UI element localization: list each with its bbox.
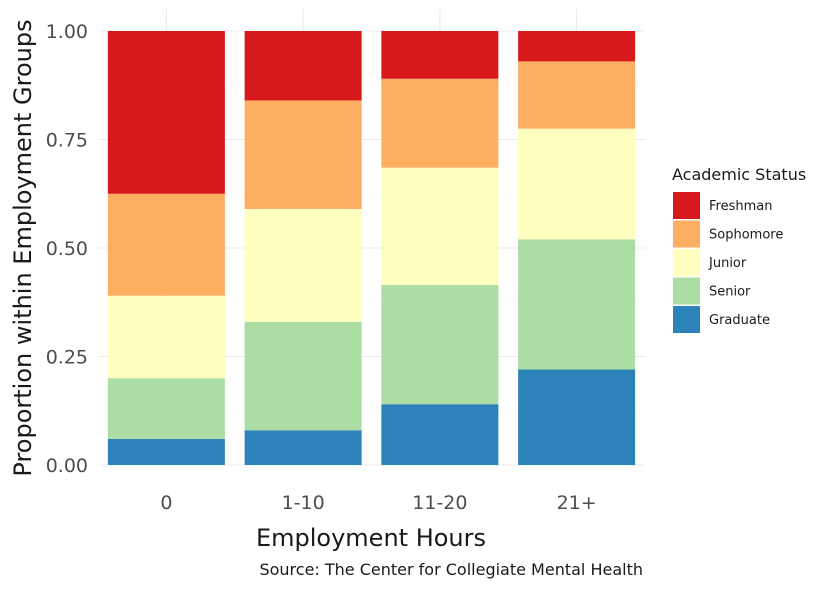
bar-junior-1-10 [244, 208, 362, 322]
bar-sophomore-11-20 [381, 78, 499, 168]
bar-junior-21+ [518, 128, 636, 240]
legend-swatch-graduate [673, 306, 700, 333]
bar-senior-0 [107, 378, 225, 439]
bar-senior-21+ [518, 239, 636, 370]
bar-graduate-11-20 [381, 404, 499, 465]
bar-freshman-0 [107, 31, 225, 194]
caption: Source: The Center for Collegiate Mental… [259, 560, 643, 579]
bar-junior-11-20 [381, 167, 499, 285]
bars [107, 31, 636, 465]
y-tick-label: 0.75 [46, 130, 88, 152]
y-tick-label: 0.25 [46, 347, 88, 369]
bar-sophomore-0 [107, 193, 225, 296]
legend-swatch-senior [673, 277, 700, 305]
legend-label-graduate: Graduate [709, 313, 770, 328]
legend-label-senior: Senior [709, 285, 751, 300]
y-tick-label: 0.00 [46, 455, 88, 477]
y-tick-label: 0.50 [46, 238, 88, 260]
bar-freshman-1-10 [244, 31, 362, 101]
bar-graduate-0 [107, 438, 225, 465]
bar-sophomore-1-10 [244, 100, 362, 209]
legend-swatch-freshman [673, 192, 700, 219]
bar-junior-0 [107, 295, 225, 379]
x-tick-label: 0 [160, 492, 172, 514]
legend-label-freshman: Freshman [709, 199, 772, 214]
y-axis-ticks: 0.00 0.25 0.50 0.75 1.00 [46, 21, 88, 477]
y-tick-label: 1.00 [46, 21, 88, 43]
bar-graduate-21+ [518, 369, 636, 465]
bar-graduate-1-10 [244, 430, 362, 465]
x-tick-label: 1-10 [282, 492, 325, 514]
bar-freshman-21+ [518, 31, 636, 62]
x-axis-title: Employment Hours [256, 524, 486, 552]
x-tick-label: 11-20 [412, 492, 467, 514]
legend-swatch-sophomore [673, 220, 700, 248]
bar-freshman-11-20 [381, 31, 499, 79]
bar-senior-1-10 [244, 321, 362, 431]
y-axis-title: Proportion within Employment Groups [9, 19, 37, 476]
legend: Academic Status Freshman Sophomore Junior S… [672, 165, 806, 333]
bar-senior-11-20 [381, 284, 499, 405]
legend-title: Academic Status [672, 165, 806, 184]
legend-label-sophomore: Sophomore [709, 228, 783, 243]
legend-swatch-junior [673, 249, 700, 276]
bar-sophomore-21+ [518, 61, 636, 129]
x-tick-label: 21+ [557, 492, 597, 514]
x-axis-ticks: 0 1-10 11-20 21+ [160, 492, 596, 514]
legend-label-junior: Junior [708, 256, 747, 271]
